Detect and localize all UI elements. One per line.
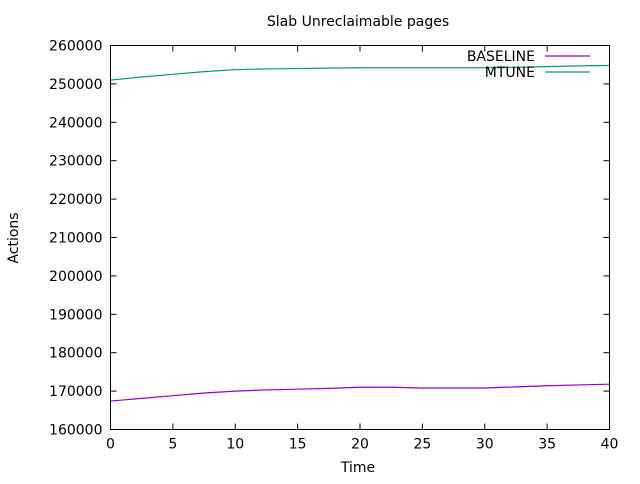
x-tick-label: 5 xyxy=(168,437,177,453)
x-tick-label: 10 xyxy=(226,437,244,453)
y-tick-label: 240000 xyxy=(49,115,102,131)
chart-title: Slab Unreclaimable pages xyxy=(267,14,449,30)
x-tick-label: 15 xyxy=(289,437,307,453)
x-axis-label: Time xyxy=(340,460,375,476)
y-tick-label: 200000 xyxy=(49,269,102,285)
x-tick-label: 0 xyxy=(106,437,115,453)
y-tick-label: 160000 xyxy=(49,423,102,439)
y-tick-label: 250000 xyxy=(49,77,102,93)
y-tick-label: 170000 xyxy=(49,384,102,400)
y-tick-label: 210000 xyxy=(49,231,102,247)
x-tick-label: 25 xyxy=(413,437,431,453)
plot-border xyxy=(110,45,610,430)
series-line-mtune xyxy=(110,64,610,81)
legend-label-mtune: MTUNE xyxy=(485,65,535,81)
series-line-baseline xyxy=(110,383,610,402)
y-tick-label: 230000 xyxy=(49,154,102,170)
x-tick-label: 20 xyxy=(351,437,369,453)
x-tick-label: 40 xyxy=(601,437,619,453)
x-tick-label: 35 xyxy=(538,437,556,453)
y-tick-label: 220000 xyxy=(49,192,102,208)
y-tick-label: 190000 xyxy=(49,307,102,323)
y-tick-label: 180000 xyxy=(49,346,102,362)
legend-label-baseline: BASELINE xyxy=(467,49,535,65)
y-tick-label: 260000 xyxy=(49,39,102,55)
y-axis-label: Actions xyxy=(6,212,22,263)
x-tick-label: 30 xyxy=(476,437,494,453)
